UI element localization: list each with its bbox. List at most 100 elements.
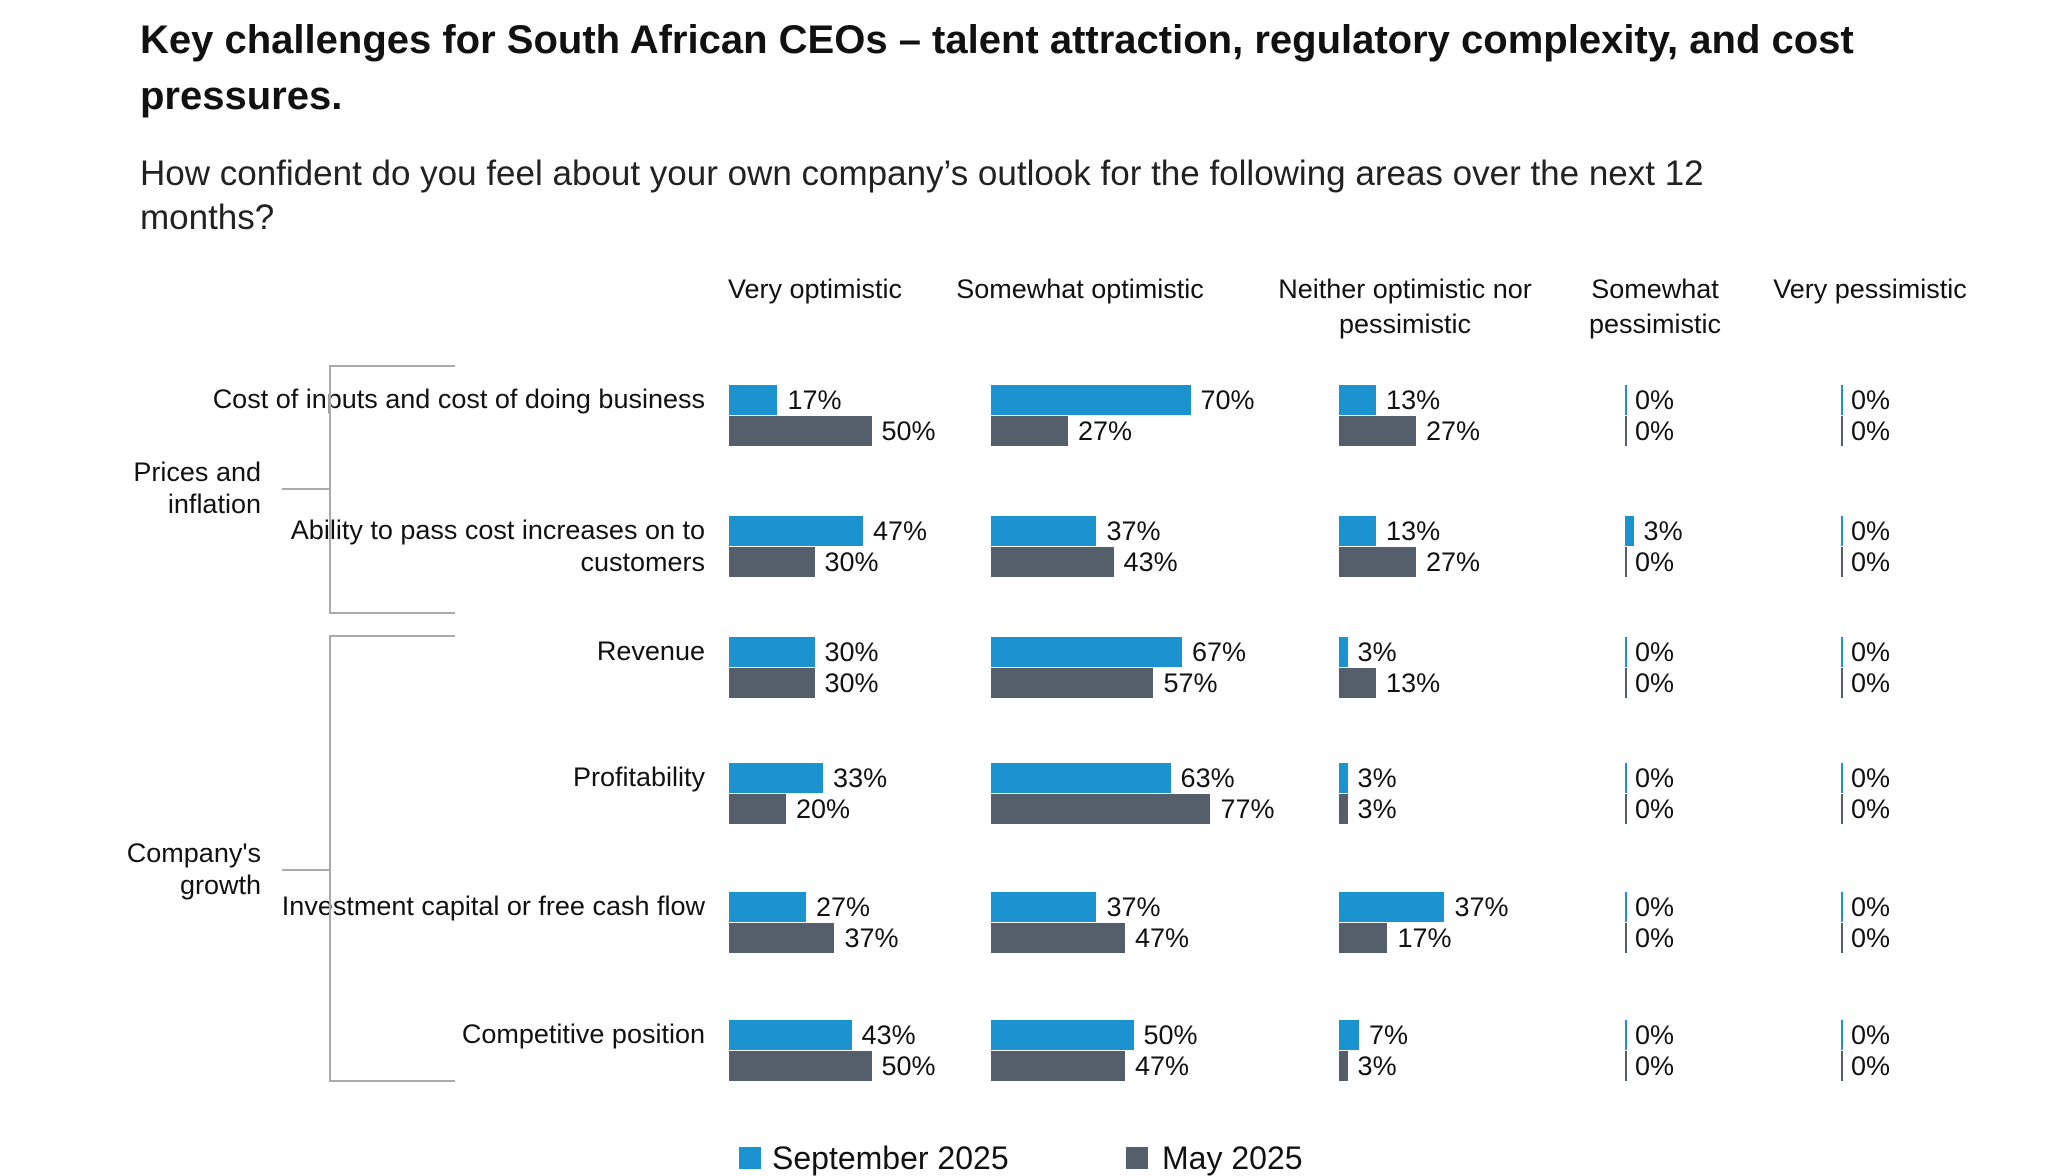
bar-september (1339, 516, 1377, 546)
data-label: 0% (1635, 1020, 1675, 1050)
bar-september (729, 516, 863, 546)
data-label: 0% (1635, 794, 1675, 824)
data-label: 3% (1357, 637, 1397, 667)
bracket-bottom (329, 612, 455, 614)
bar-september (991, 763, 1171, 793)
data-label: 37% (844, 923, 899, 953)
bar-september (1841, 516, 1843, 546)
data-label: 30% (824, 668, 879, 698)
chart-subtitle: How confident do you feel about your own… (140, 154, 1704, 237)
data-label: 7% (1368, 1020, 1408, 1050)
bracket-tick (282, 869, 330, 871)
data-label: 27% (1425, 547, 1480, 577)
data-label: 3% (1357, 794, 1397, 824)
data-label: 0% (1851, 416, 1891, 446)
bar-may (991, 416, 1068, 446)
data-label: 0% (1851, 763, 1891, 793)
bracket-top (329, 365, 455, 367)
bar-september (1625, 385, 1627, 415)
row-label: Cost of inputs and cost of doing busines… (212, 384, 705, 414)
bar-september (991, 637, 1182, 667)
legend-swatch-september (739, 1147, 761, 1169)
bar-september (1625, 516, 1634, 546)
bar-may (1841, 923, 1843, 953)
bar-september (991, 892, 1097, 922)
data-label: 0% (1851, 385, 1891, 415)
bar-may (1841, 1051, 1843, 1081)
bar-september (1339, 385, 1377, 415)
data-label: 67% (1191, 637, 1246, 667)
bracket-top (329, 635, 455, 637)
data-label: 37% (1106, 892, 1161, 922)
data-label: 0% (1851, 668, 1891, 698)
data-label: 37% (1454, 892, 1509, 922)
data-label: 27% (1425, 416, 1480, 446)
bar-may (729, 1051, 872, 1081)
bar-may (729, 416, 872, 446)
group-label: Prices and inflation (133, 457, 261, 519)
bar-september (1841, 892, 1843, 922)
column-header: Very optimistic (727, 274, 903, 304)
bar-september (1625, 892, 1627, 922)
bar-may (1841, 794, 1843, 824)
data-label: 70% (1200, 385, 1255, 415)
data-label: 0% (1851, 1051, 1891, 1081)
bar-september (991, 516, 1097, 546)
row-label: Revenue (596, 636, 705, 666)
data-label: 3% (1357, 1051, 1397, 1081)
data-label: 17% (787, 385, 842, 415)
bar-september (1625, 763, 1627, 793)
bar-may (991, 668, 1154, 698)
bar-september (1841, 637, 1843, 667)
row-label: Competitive position (461, 1019, 705, 1049)
data-label: 43% (861, 1020, 916, 1050)
row-label: Profitability (572, 762, 705, 792)
column-header: Very pessimistic (1773, 274, 1967, 304)
data-label: 50% (881, 1051, 936, 1081)
data-label: 0% (1851, 794, 1891, 824)
data-label: 13% (1386, 516, 1441, 546)
bar-september (991, 1020, 1134, 1050)
data-label: 0% (1851, 516, 1891, 546)
data-label: 0% (1851, 892, 1891, 922)
bar-may (729, 668, 815, 698)
bar-may (729, 547, 815, 577)
bar-september (729, 892, 806, 922)
data-label: 0% (1851, 923, 1891, 953)
data-label: 3% (1643, 516, 1683, 546)
bar-may (1339, 1051, 1348, 1081)
bar-may (729, 794, 786, 824)
data-label: 0% (1851, 547, 1891, 577)
bracket-vertical (329, 635, 331, 1080)
chart-title: Key challenges for South African CEOs – … (140, 18, 1854, 118)
group-label: Company's growth (126, 838, 261, 900)
data-label: 30% (824, 637, 879, 667)
bar-september (1339, 892, 1445, 922)
data-label: 0% (1851, 637, 1891, 667)
bar-may (1625, 668, 1627, 698)
data-label: 43% (1123, 547, 1178, 577)
bar-september (1841, 1020, 1843, 1050)
column-header: Somewhat pessimistic (1588, 274, 1722, 339)
data-label: 57% (1163, 668, 1218, 698)
bar-september (1841, 385, 1843, 415)
bar-september (729, 1020, 852, 1050)
bar-may (991, 794, 1211, 824)
row-label: Investment capital or free cash flow (281, 891, 705, 921)
legend-label-september: September 2025 (772, 1140, 1009, 1176)
bar-september (729, 637, 815, 667)
data-label: 13% (1386, 385, 1441, 415)
bar-may (1625, 794, 1627, 824)
data-label: 0% (1635, 637, 1675, 667)
data-label: 27% (1077, 416, 1132, 446)
data-label: 47% (872, 516, 927, 546)
data-label: 20% (796, 794, 851, 824)
bar-may (1339, 668, 1377, 698)
bracket-vertical (329, 365, 331, 612)
bar-may (1841, 416, 1843, 446)
bar-september (991, 385, 1191, 415)
bar-september (1625, 637, 1627, 667)
bar-may (991, 923, 1125, 953)
bar-september (1339, 637, 1348, 667)
bar-may (991, 547, 1114, 577)
